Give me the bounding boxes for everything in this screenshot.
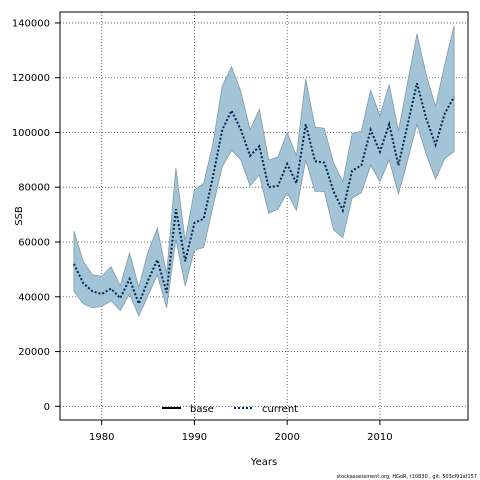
confidence-band bbox=[73, 25, 455, 317]
legend-base-label: base bbox=[190, 404, 214, 415]
y-tick-label: 80000 bbox=[18, 183, 50, 194]
y-tick-label: 140000 bbox=[12, 18, 50, 29]
x-tick-label: 2010 bbox=[367, 432, 392, 443]
x-axis-label: Years bbox=[250, 457, 277, 468]
y-tick-label: 100000 bbox=[12, 128, 50, 139]
plot-frame bbox=[59, 11, 469, 421]
legend: base current bbox=[162, 404, 298, 415]
y-axis-label: SSB bbox=[14, 206, 25, 226]
x-axis-ticks: 1980 1990 2000 2010 bbox=[89, 420, 393, 443]
legend-current-label: current bbox=[262, 404, 298, 415]
y-tick-label: 120000 bbox=[12, 73, 50, 84]
y-axis-ticks: 0 20000 40000 60000 80000 100000 120000 140000 bbox=[12, 18, 60, 413]
series-line-current bbox=[73, 82, 455, 307]
y-tick-label: 60000 bbox=[18, 238, 50, 249]
x-tick-label: 1990 bbox=[182, 432, 207, 443]
y-tick-label: 40000 bbox=[18, 292, 50, 303]
x-tick-label: 1980 bbox=[89, 432, 114, 443]
confidence-band-layer bbox=[73, 25, 455, 317]
x-tick-label: 2000 bbox=[274, 432, 299, 443]
y-tick-label: 20000 bbox=[18, 347, 50, 358]
series-line-layer bbox=[73, 82, 455, 307]
y-tick-label: 0 bbox=[44, 402, 50, 413]
footnote: stockassessment.org, HGoR, r10830 , git:… bbox=[337, 474, 477, 480]
